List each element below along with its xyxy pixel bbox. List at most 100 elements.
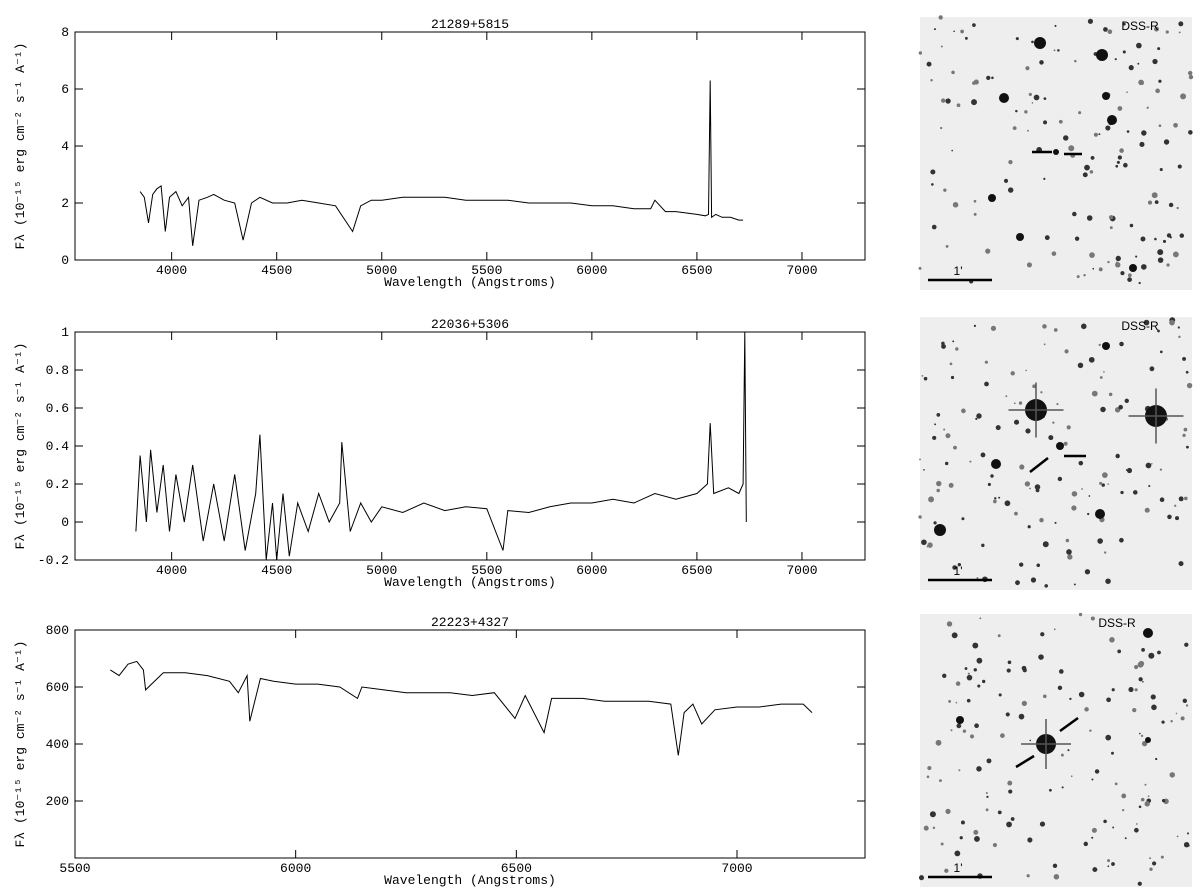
star: [1093, 132, 1098, 137]
x-tick-label: 5000: [366, 263, 397, 278]
star: [919, 458, 921, 461]
star: [1122, 50, 1126, 54]
plot-frame: [74, 331, 866, 561]
x-axis-label: Wavelength (Angstroms): [384, 275, 556, 290]
star: [1186, 832, 1190, 835]
star: [1091, 836, 1094, 839]
star: [1015, 580, 1020, 586]
star: [961, 408, 966, 414]
star: [1099, 376, 1103, 379]
star: [1138, 677, 1143, 682]
star: [990, 325, 997, 331]
x-tick-label: 6000: [280, 861, 311, 876]
y-axis-label: Fλ (10⁻¹⁵ erg cm⁻² s⁻¹ A⁻¹): [13, 641, 28, 848]
star: [1134, 664, 1139, 670]
star: [926, 61, 932, 67]
star: [940, 98, 946, 103]
star: [941, 341, 945, 346]
star: [977, 684, 981, 688]
star: [1058, 119, 1063, 124]
star: [1178, 561, 1184, 567]
star: [1166, 233, 1172, 238]
x-axis-label: Wavelength (Angstroms): [384, 873, 556, 887]
bright-star: [934, 524, 946, 536]
star: [1024, 110, 1028, 114]
star: [1057, 49, 1060, 52]
x-tick-label: 7000: [786, 563, 817, 578]
star: [952, 565, 957, 570]
star: [1179, 233, 1185, 238]
y-tick-label: -0.2: [38, 553, 69, 568]
star: [964, 667, 968, 670]
star: [1175, 516, 1180, 521]
star: [1090, 616, 1095, 621]
star: [1185, 370, 1189, 374]
star: [1094, 769, 1100, 774]
star: [1173, 122, 1178, 128]
y-axis-label: Fλ (10⁻¹⁵ erg cm⁻² s⁻¹ A⁻¹): [13, 343, 28, 550]
star: [923, 469, 925, 471]
star: [1188, 130, 1193, 135]
star: [1176, 206, 1179, 210]
star: [1177, 164, 1182, 169]
star: [1107, 483, 1110, 485]
image-background: [920, 614, 1192, 887]
star: [939, 779, 942, 783]
star: [1157, 650, 1161, 655]
star: [1097, 538, 1103, 544]
star: [918, 51, 923, 55]
star: [1111, 751, 1114, 755]
star: [1111, 862, 1115, 866]
star: [1070, 775, 1073, 778]
star: [955, 681, 961, 686]
star: [940, 126, 943, 130]
x-tick-label: 5500: [471, 263, 502, 278]
star: [1184, 843, 1188, 846]
star: [960, 29, 964, 34]
star: [1159, 350, 1163, 354]
star: [986, 75, 991, 81]
star: [971, 99, 977, 106]
star: [1012, 126, 1017, 131]
star: [1138, 805, 1142, 809]
y-tick-label: 1: [61, 325, 69, 340]
star: [1182, 356, 1186, 361]
star: [933, 521, 937, 525]
star: [1089, 252, 1095, 258]
star: [1007, 780, 1013, 786]
star: [1149, 867, 1153, 871]
star: [1098, 133, 1101, 136]
star: [1137, 881, 1142, 886]
y-tick-label: 2: [61, 196, 69, 211]
star: [1115, 164, 1119, 168]
star: [1134, 827, 1139, 833]
bright-star: [1095, 509, 1105, 519]
star: [1039, 60, 1044, 65]
y-tick-label: 600: [46, 680, 69, 695]
x-axis-label: Wavelength (Angstroms): [384, 575, 556, 590]
star: [1118, 404, 1123, 410]
star: [1161, 799, 1166, 803]
star: [973, 668, 977, 672]
star: [1010, 817, 1015, 821]
star: [1138, 281, 1141, 285]
star: [1184, 642, 1189, 647]
star: [1105, 578, 1111, 584]
star: [1120, 490, 1124, 495]
star: [1157, 257, 1164, 263]
star: [1117, 106, 1123, 111]
star: [984, 360, 988, 364]
star: [1170, 720, 1173, 723]
star: [1149, 857, 1152, 860]
star: [992, 842, 998, 848]
star: [1140, 236, 1146, 242]
bright-star: [1102, 342, 1110, 350]
star: [1115, 255, 1121, 262]
x-tick-label: 4000: [156, 563, 187, 578]
bright-star: [1102, 92, 1110, 100]
star: [985, 808, 989, 812]
star: [1185, 704, 1189, 707]
star: [1157, 47, 1161, 51]
star: [936, 488, 940, 493]
